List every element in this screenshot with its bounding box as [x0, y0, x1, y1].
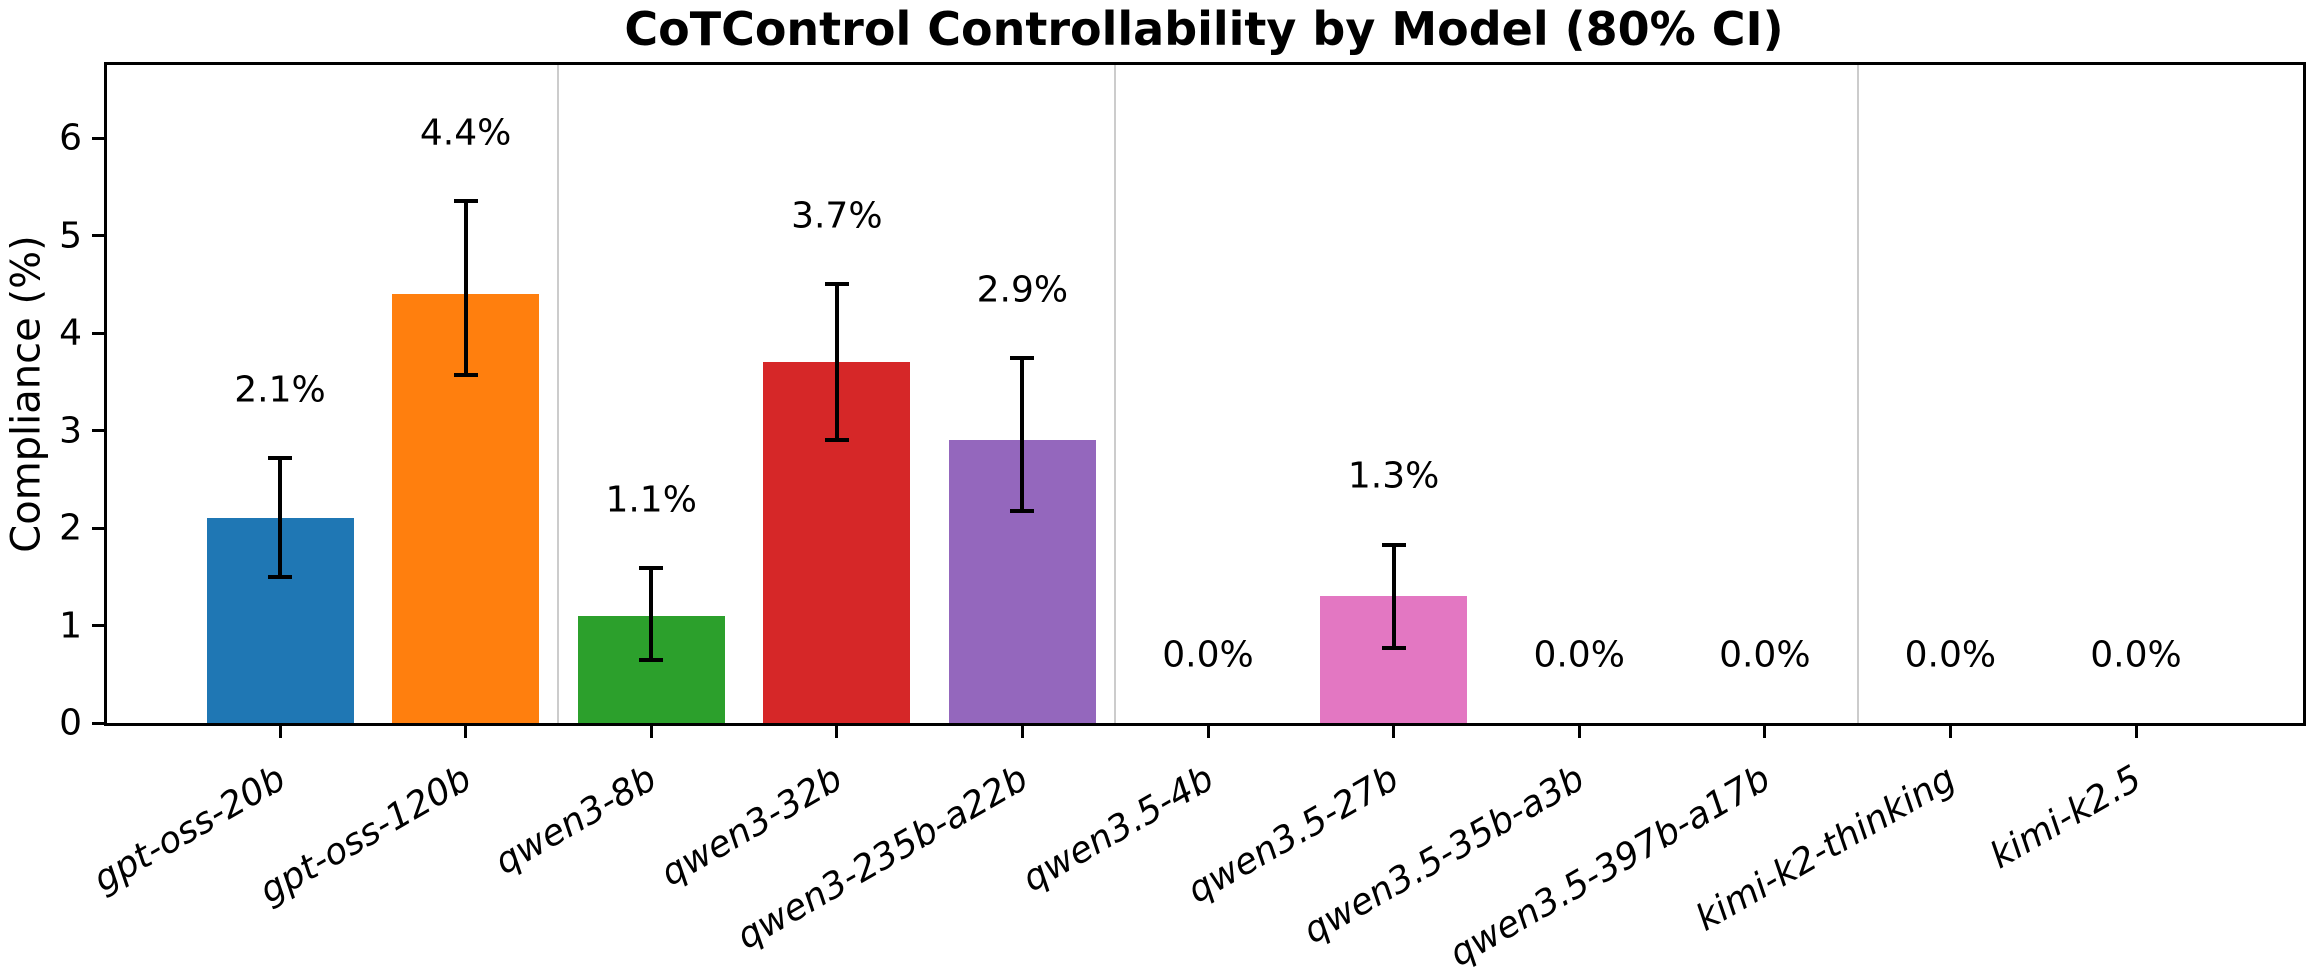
y-tick — [92, 526, 106, 530]
group-separator-line — [557, 65, 560, 723]
error-bar-stem — [278, 457, 282, 577]
bar-value-label: 1.3% — [1347, 455, 1440, 497]
error-bar-cap-top — [1381, 542, 1406, 547]
error-bar-cap-bottom — [453, 372, 478, 377]
y-tick — [92, 429, 106, 433]
error-bar-cap-top — [453, 199, 478, 204]
x-tick — [835, 726, 839, 738]
x-tick-label: gpt-oss-120b — [252, 758, 479, 912]
y-tick-label: 3 — [59, 410, 82, 452]
y-tick-label: 0 — [59, 702, 82, 744]
x-tick — [1020, 726, 1024, 738]
y-axis-label: Compliance (%) — [4, 235, 51, 553]
x-tick — [464, 726, 468, 738]
error-bar-stem — [649, 568, 654, 660]
group-separator-line — [1114, 65, 1117, 723]
error-bar-stem — [1020, 358, 1025, 512]
x-tick-label: qwen3-8b — [488, 758, 664, 883]
y-tick — [92, 234, 106, 238]
x-tick — [2134, 726, 2138, 738]
x-tick — [1206, 726, 1210, 738]
error-bar-cap-bottom — [1381, 645, 1406, 650]
plot-area: 2.1% gpt-oss-20b 4.4% gpt-oss-120b 1.1% qwen3… — [59, 65, 2302, 975]
x-tick — [649, 726, 653, 738]
error-bar-cap-top — [268, 455, 292, 460]
bar-value-label: 0.0% — [1719, 634, 1811, 676]
x-tick-label: kimi-k2.5 — [1983, 758, 2149, 878]
bar-value-label: 0.0% — [2090, 634, 2182, 676]
error-bar-cap-bottom — [639, 657, 664, 662]
bar-value-label: 0.0% — [1904, 634, 1997, 676]
error-bar-stem — [463, 201, 468, 375]
bar-value-label: 2.1% — [234, 369, 326, 411]
bar-value-label: 1.1% — [605, 479, 697, 521]
bar-value-label: 3.7% — [791, 195, 883, 237]
y-tick-label: 2 — [59, 507, 82, 549]
x-tick — [1392, 726, 1396, 738]
y-tick — [92, 721, 106, 725]
chart-title: CoTControl Controllability by Model (80%… — [624, 2, 1784, 56]
y-tick — [92, 331, 106, 335]
bar-value-label: 2.9% — [976, 269, 1069, 311]
bar-value-label: 0.0% — [1533, 634, 1625, 676]
x-tick — [1763, 726, 1767, 738]
x-tick-label: qwen3.5-397b-a17b — [1442, 758, 1778, 975]
y-tick-label: 1 — [59, 605, 82, 647]
error-bar-cap-bottom — [268, 574, 292, 579]
group-separator-line — [1856, 65, 1859, 723]
x-tick — [1948, 726, 1952, 738]
error-bar-stem — [1391, 544, 1396, 648]
y-tick — [92, 624, 106, 628]
error-bar-cap-bottom — [824, 438, 849, 443]
error-bar-cap-top — [824, 282, 849, 287]
x-tick — [1577, 726, 1581, 738]
y-tick-label: 5 — [59, 215, 82, 257]
plot-frame — [104, 62, 2306, 726]
bar-value-label: 0.0% — [1162, 634, 1254, 676]
error-bar-cap-top — [1010, 356, 1035, 361]
x-tick — [278, 726, 282, 738]
error-bar-stem — [834, 284, 839, 441]
y-tick-label: 6 — [59, 117, 82, 159]
y-tick-label: 4 — [59, 312, 82, 354]
y-tick — [92, 136, 106, 140]
error-bar-cap-bottom — [1010, 509, 1035, 514]
error-bar-cap-top — [639, 566, 664, 570]
bar-value-label: 4.4% — [419, 112, 512, 154]
